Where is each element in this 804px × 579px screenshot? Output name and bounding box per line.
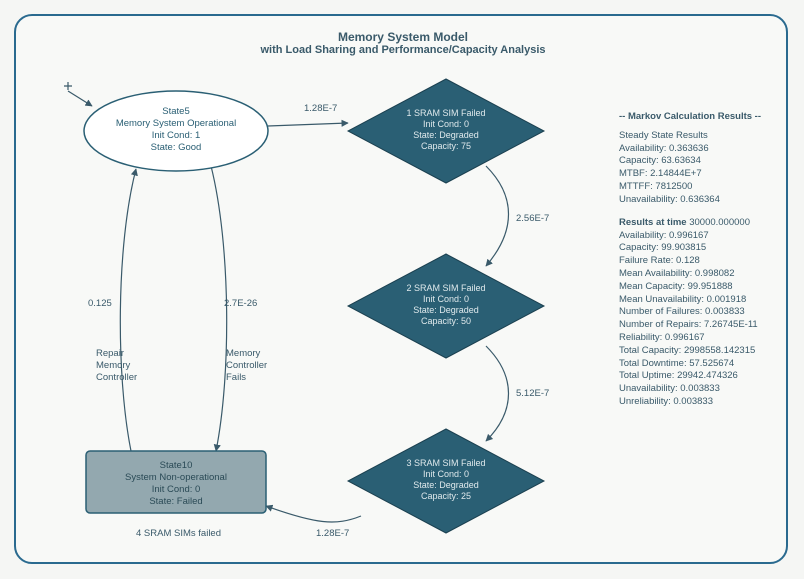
label-e_s5_d1: 1.28E-7	[304, 103, 337, 114]
label-e_d1_d2: 2.56E-7	[516, 213, 549, 224]
result-row: Unreliability: 0.003833	[619, 396, 774, 409]
label-e_s5_s10: 2.7E-26	[224, 298, 257, 309]
svg-text:System Non-operational: System Non-operational	[125, 472, 227, 483]
node-d2: 2 SRAM SIM Failed Init Cond: 0 State: De…	[348, 254, 544, 358]
four-failed-label: 4 SRAM SIMs failed	[136, 528, 221, 539]
svg-text:State: Degraded: State: Degraded	[413, 130, 479, 140]
results-panel: -- Markov Calculation Results -- Steady …	[619, 111, 774, 419]
svg-text:State: Degraded: State: Degraded	[413, 305, 479, 315]
fails-label-l2: Controller	[226, 360, 267, 371]
svg-text:State: Good: State: Good	[151, 142, 202, 153]
result-row: MTBF: 2.14844E+7	[619, 168, 774, 181]
svg-text:Capacity: 75: Capacity: 75	[421, 141, 471, 151]
result-row: Availability: 0.363636	[619, 143, 774, 156]
repair-label-l1: Repair	[96, 348, 124, 359]
fails-label-l3: Fails	[226, 372, 246, 383]
svg-text:State: Failed: State: Failed	[149, 496, 202, 507]
steady-title: Steady State Results	[619, 130, 774, 143]
node-state10: State10 System Non-operational Init Cond…	[86, 451, 266, 513]
timed-title: Results at time 30000.000000	[619, 217, 774, 230]
result-row: Availability: 0.996167	[619, 230, 774, 243]
edge-s5-d1	[268, 123, 348, 126]
result-row: Failure Rate: 0.128	[619, 255, 774, 268]
result-row: Unavailability: 0.636364	[619, 194, 774, 207]
result-row: Total Capacity: 2998558.142315	[619, 345, 774, 358]
node-d3: 3 SRAM SIM Failed Init Cond: 0 State: De…	[348, 429, 544, 533]
steady-section: Steady State Results Availability: 0.363…	[619, 130, 774, 207]
edge-s10-s5-left	[120, 169, 136, 451]
edge-d3-s10	[266, 506, 361, 522]
result-row: Mean Capacity: 99.951888	[619, 281, 774, 294]
result-row: Unavailability: 0.003833	[619, 383, 774, 396]
svg-text:2 SRAM SIM Failed: 2 SRAM SIM Failed	[406, 283, 485, 293]
svg-text:1 SRAM SIM Failed: 1 SRAM SIM Failed	[406, 108, 485, 118]
label-e_d3_s10: 1.28E-7	[316, 528, 349, 539]
repair-label-l2: Memory	[96, 360, 131, 371]
result-row: Total Downtime: 57.525674	[619, 358, 774, 371]
node-state5: State5 Memory System Operational Init Co…	[84, 91, 268, 171]
result-row: MTTFF: 7812500	[619, 181, 774, 194]
result-row: Number of Failures: 0.003833	[619, 306, 774, 319]
svg-text:Init Cond: 0: Init Cond: 0	[423, 469, 469, 479]
svg-text:State10: State10	[160, 460, 193, 471]
steady-list: Availability: 0.363636Capacity: 63.63634…	[619, 143, 774, 207]
edge-d1-d2	[486, 166, 509, 266]
edge-d2-d3	[486, 346, 509, 441]
label-e_s10_s5: 0.125	[88, 298, 112, 309]
start-marker	[64, 82, 92, 106]
svg-text:Init Cond: 0: Init Cond: 0	[423, 294, 469, 304]
result-row: Mean Unavailability: 0.001918	[619, 294, 774, 307]
results-header: -- Markov Calculation Results --	[619, 111, 774, 124]
svg-text:Init Cond: 1: Init Cond: 1	[152, 130, 201, 141]
result-row: Total Uptime: 29942.474326	[619, 370, 774, 383]
timed-section: Results at time 30000.000000 Availabilit…	[619, 217, 774, 409]
node-d1: 1 SRAM SIM Failed Init Cond: 0 State: De…	[348, 79, 544, 183]
timed-list: Availability: 0.996167Capacity: 99.90381…	[619, 230, 774, 409]
result-row: Reliability: 0.996167	[619, 332, 774, 345]
label-e_d2_d3: 5.12E-7	[516, 388, 549, 399]
svg-text:Memory System Operational: Memory System Operational	[116, 118, 236, 129]
svg-text:3 SRAM SIM Failed: 3 SRAM SIM Failed	[406, 458, 485, 468]
result-row: Number of Repairs: 7.26745E-11	[619, 319, 774, 332]
svg-text:Init Cond: 0: Init Cond: 0	[152, 484, 201, 495]
result-row: Mean Availability: 0.998082	[619, 268, 774, 281]
svg-text:Init Cond: 0: Init Cond: 0	[423, 119, 469, 129]
repair-label-l3: Controller	[96, 372, 137, 383]
svg-text:State: Degraded: State: Degraded	[413, 480, 479, 490]
svg-text:State5: State5	[162, 106, 189, 117]
diagram-frame: Memory System Model with Load Sharing an…	[14, 14, 788, 564]
svg-text:Capacity: 25: Capacity: 25	[421, 491, 471, 501]
svg-text:Capacity: 50: Capacity: 50	[421, 316, 471, 326]
fails-label-l1: Memory	[226, 348, 261, 359]
result-row: Capacity: 63.63634	[619, 155, 774, 168]
result-row: Capacity: 99.903815	[619, 242, 774, 255]
